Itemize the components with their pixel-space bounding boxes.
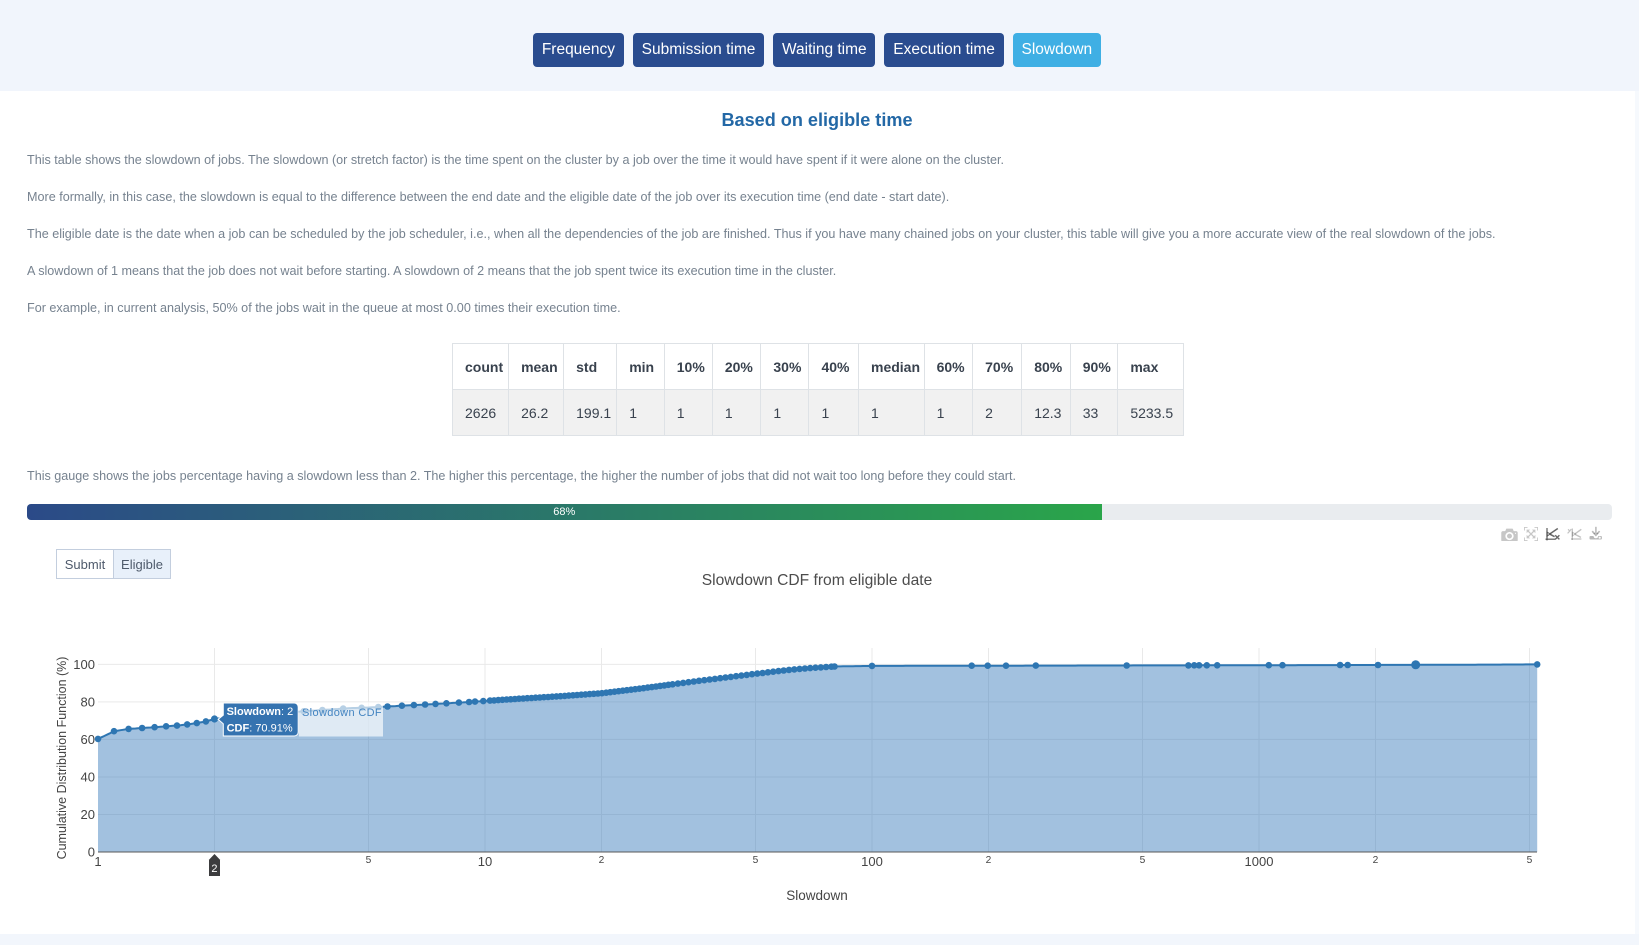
svg-text:2: 2 (986, 855, 992, 866)
svg-text:5: 5 (1140, 855, 1146, 866)
svg-text:5: 5 (1527, 855, 1533, 866)
svg-text:100: 100 (861, 854, 883, 869)
svg-text:1000: 1000 (1245, 854, 1274, 869)
svg-text:5: 5 (366, 855, 372, 866)
svg-text:2: 2 (1373, 855, 1379, 866)
svg-text:40: 40 (81, 770, 95, 785)
svg-text:Slowdown CDF: Slowdown CDF (302, 707, 382, 719)
svg-text:CDF: 70.91%: CDF: 70.91% (227, 723, 293, 735)
svg-text:100: 100 (73, 657, 95, 672)
svg-text:20: 20 (81, 807, 95, 822)
svg-text:Slowdown: 2: Slowdown: 2 (227, 706, 294, 718)
svg-text:Cumulative Distribution Functi: Cumulative Distribution Function (%) (55, 657, 69, 860)
svg-text:1: 1 (94, 854, 101, 869)
svg-text:Slowdown: Slowdown (786, 888, 848, 903)
svg-text:0: 0 (88, 845, 95, 860)
svg-text:60: 60 (81, 732, 95, 747)
svg-text:80: 80 (81, 694, 95, 709)
svg-text:5: 5 (753, 855, 759, 866)
svg-text:10: 10 (478, 854, 492, 869)
svg-text:2: 2 (211, 863, 217, 875)
svg-text:2: 2 (599, 855, 605, 866)
